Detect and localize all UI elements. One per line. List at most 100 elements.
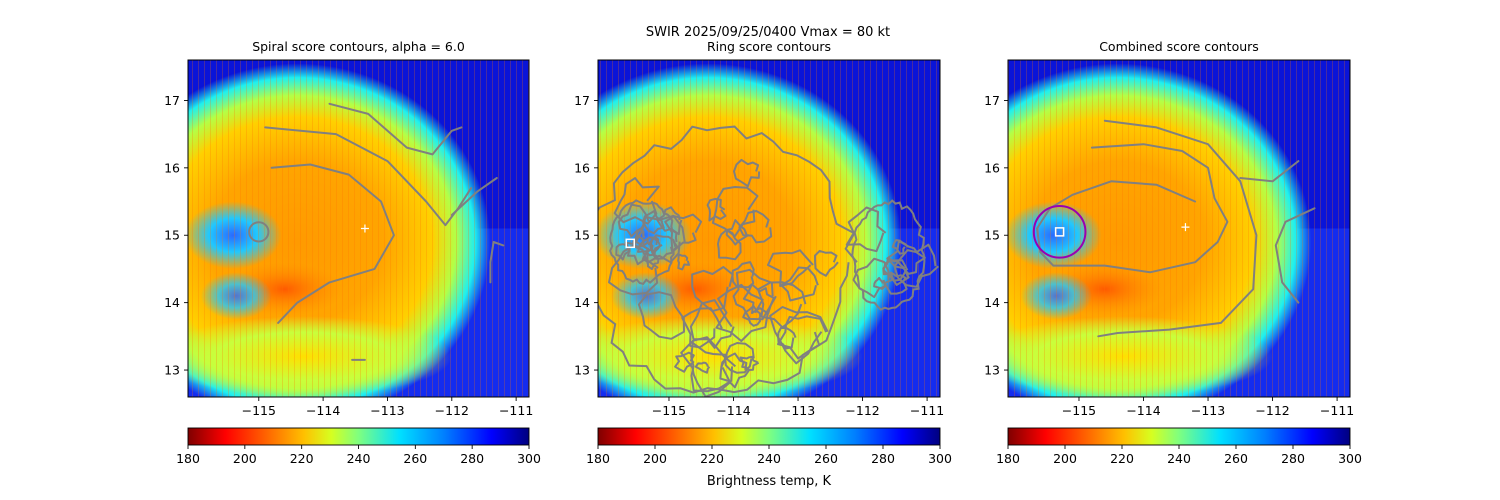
- colorbar-tick-label: 260: [814, 451, 838, 466]
- colorbar-tick-label: 240: [757, 451, 781, 466]
- y-tick-label: 17: [984, 93, 1000, 108]
- x-tick-label: −114: [1126, 403, 1160, 418]
- colorbar-gradient: [1007, 427, 1351, 446]
- colorbar-tick-label: 260: [403, 451, 427, 466]
- colorbar-tick-label: 180: [176, 451, 200, 466]
- best-center-marker: [1054, 227, 1065, 237]
- panel-2: Ring score contours −115 −114 −113 −112 −111 1…: [574, 39, 952, 466]
- ring-contour: [780, 266, 819, 302]
- x-tick-label: −113: [781, 403, 815, 418]
- panel-3: Combined score contours −115 −114 −113 −112 −…: [984, 39, 1362, 466]
- colorbar: 180 200 220 240 260 280 300: [996, 427, 1362, 466]
- colorbar-tick-label: 260: [1224, 451, 1248, 466]
- ring-contour: [717, 228, 742, 261]
- colorbar-tick-label: 240: [347, 451, 371, 466]
- colorbar-tick-label: 280: [460, 451, 484, 466]
- panel-title: Ring score contours: [707, 39, 831, 54]
- ring-contour: [641, 248, 660, 270]
- axes-frame: [1007, 59, 1351, 398]
- ring-contour: [738, 210, 773, 244]
- ring-contour-boundary: [851, 199, 926, 311]
- ring-contour: [777, 326, 797, 350]
- best-center-marker: [625, 238, 636, 249]
- figure-suptitle: SWIR 2025/09/25/0400 Vmax = 80 kt: [646, 25, 890, 40]
- colorbar-tick-label: 200: [643, 451, 667, 466]
- ring-contour: [731, 261, 755, 289]
- colorbar-tick-label: 200: [1053, 451, 1077, 466]
- ring-contour: [680, 341, 732, 397]
- ring-contour: [664, 213, 703, 253]
- ring-score-contours: [598, 125, 939, 397]
- ring-contour: [873, 276, 886, 290]
- panel-title: Combined score contours: [1099, 39, 1259, 54]
- y-tick-label: 15: [574, 228, 590, 243]
- score-contour: [450, 177, 498, 216]
- y-tick-label: 15: [164, 228, 180, 243]
- ring-contour: [893, 243, 939, 288]
- ring-contour: [617, 203, 650, 238]
- x-tick-label: −114: [306, 403, 340, 418]
- x-tick-label: −111: [499, 403, 533, 418]
- colorbar-gradient: [187, 427, 530, 446]
- ring-contour: [814, 249, 839, 277]
- y-tick-label: 15: [984, 228, 1000, 243]
- y-tick-label: 16: [164, 160, 180, 175]
- y-tick-label: 17: [574, 93, 590, 108]
- ring-contour: [733, 158, 761, 188]
- brightness-temp-image: [188, 60, 529, 397]
- y-tick-label: 13: [164, 363, 180, 378]
- colorbar-tick-label: 200: [233, 451, 257, 466]
- ring-contour: [886, 240, 927, 275]
- colorbar: 180 200 220 240 260 280 300: [586, 427, 952, 466]
- colorbar-tick-label: 300: [1338, 451, 1362, 466]
- y-tick-label: 14: [164, 295, 180, 310]
- colorbar-gradient: [597, 427, 941, 446]
- colorbar-tick-label: 220: [290, 451, 314, 466]
- colorbar-tick-label: 180: [996, 451, 1020, 466]
- ring-contour: [706, 197, 727, 222]
- y-tick-label: 14: [984, 295, 1000, 310]
- x-tick-label: −111: [1320, 403, 1354, 418]
- y-tick-label: 16: [984, 160, 1000, 175]
- y-tick-label: 16: [574, 160, 590, 175]
- ring-contour: [767, 249, 814, 287]
- ring-contour-boundary: [609, 199, 679, 286]
- panel-1: Spiral score contours, alpha = 6.0 −115 −1…: [164, 39, 541, 466]
- colorbar-tick-label: 220: [1110, 451, 1134, 466]
- ring-contour: [674, 351, 695, 373]
- score-contour: [1097, 119, 1258, 338]
- colorbar-tick-label: 280: [871, 451, 895, 466]
- y-tick-label: 13: [574, 363, 590, 378]
- colorbar-tick-label: 240: [1167, 451, 1191, 466]
- brightness-temp-image: [1008, 60, 1350, 397]
- x-tick-label: −112: [435, 403, 469, 418]
- colorbar-label: Brightness temp, K: [707, 474, 832, 489]
- x-tick-label: −115: [652, 403, 686, 418]
- axes-frame: [597, 59, 941, 398]
- x-tick-label: −113: [1191, 403, 1225, 418]
- score-contour-circle: [248, 221, 270, 243]
- ring-contour: [732, 268, 777, 321]
- ring-contour-boundary: [598, 125, 858, 394]
- x-tick-label: −113: [370, 403, 404, 418]
- ring-contour: [757, 281, 807, 329]
- score-contour: [328, 102, 463, 156]
- x-tick-label: −111: [910, 403, 944, 418]
- colorbar-tick-label: 300: [928, 451, 952, 466]
- center-circle: [1032, 205, 1087, 259]
- storm-center-marker: [360, 224, 369, 233]
- ring-contour: [608, 244, 659, 296]
- ring-contour: [677, 253, 690, 271]
- x-tick-label: −112: [845, 403, 879, 418]
- y-tick-label: 14: [574, 295, 590, 310]
- ring-contour: [681, 307, 723, 349]
- ring-contour: [637, 291, 685, 340]
- score-contour: [1274, 207, 1316, 304]
- x-tick-label: −114: [716, 403, 750, 418]
- score-contour: [489, 241, 505, 284]
- colorbar-tick-label: 280: [1281, 451, 1305, 466]
- colorbar-tick-label: 220: [700, 451, 724, 466]
- colorbar: 180 200 220 240 260 280 300: [176, 427, 541, 466]
- ring-contour: [649, 234, 677, 260]
